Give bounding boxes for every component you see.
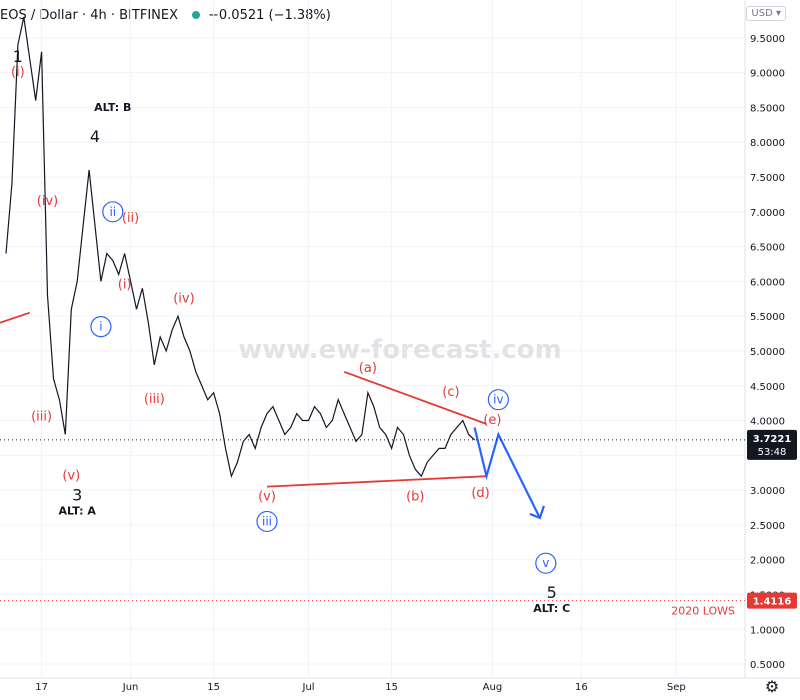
wave-label: (iv) [37, 194, 58, 209]
wave-label: (iii) [31, 410, 52, 425]
x-tick-label: 15 [207, 682, 220, 693]
x-tick-label: Jul [302, 682, 315, 693]
price-change: −0.0521 (−1.38%) [208, 7, 331, 23]
wave-label: (a) [359, 361, 377, 376]
wave-label: (e) [483, 413, 501, 428]
wave-label: (d) [471, 486, 489, 501]
status-dot-icon [192, 11, 200, 19]
x-tick-label: Aug [483, 682, 503, 693]
chart-grid [0, 0, 745, 678]
wave-label: (c) [442, 385, 459, 400]
wave-circle-label: v [542, 556, 549, 570]
y-tick-label: 0.5000 [750, 660, 785, 671]
wave-label: 1 [13, 47, 23, 66]
y-tick-label: 7.0000 [750, 208, 785, 219]
price-line [5, 16, 476, 479]
wave-label: (iii) [144, 392, 165, 407]
y-tick-label: 5.0000 [750, 347, 785, 358]
wave-label: (i) [118, 277, 132, 292]
wave-circle-label: iv [493, 393, 503, 407]
lows-label: 2020 LOWS [671, 605, 735, 618]
wave-label: (v) [258, 490, 276, 505]
arrow-down-icon [529, 505, 545, 520]
y-tick-label: 8.0000 [750, 138, 785, 149]
wave-label: ALT: C [533, 602, 570, 615]
wave-circle-label: iii [262, 514, 272, 528]
y-axis: 0.50001.00001.50002.00002.50003.00003.50… [744, 0, 785, 678]
y-tick-label: 7.5000 [750, 173, 785, 184]
wave-label: 3 [72, 486, 82, 505]
y-tick-label: 6.0000 [750, 277, 785, 288]
wave-circle-label: ii [109, 205, 116, 219]
wave-label: (v) [62, 469, 80, 484]
y-tick-label: 1.0000 [750, 625, 785, 636]
chevron-down-icon: ▾ [775, 8, 781, 19]
wave-label: 5 [547, 583, 557, 602]
lows-tag [747, 592, 797, 609]
wave-circle [256, 510, 278, 533]
wave-labels: 1(i)ALT: B4(iv)(ii)(i)(iv)(iii)(iii)(v)3… [11, 47, 570, 615]
currency-selector[interactable]: USD ▾ [746, 6, 786, 21]
trendline [266, 475, 487, 488]
wave-label: (ii) [122, 211, 139, 226]
x-tick-label: Jun [122, 682, 139, 693]
y-tick-label: 9.0000 [750, 69, 785, 80]
projection-line [473, 427, 541, 519]
y-tick-label: 5.5000 [750, 312, 785, 323]
lows-value: 1.4116 [753, 597, 792, 608]
y-tick-label: 4.0000 [750, 417, 785, 428]
y-tick-label: 2.0000 [750, 556, 785, 567]
wave-circle-label: i [99, 320, 102, 334]
y-tick-label: 8.5000 [750, 103, 785, 114]
trendline [343, 370, 487, 425]
trendlines [0, 311, 487, 488]
y-tick-label: 9.5000 [750, 34, 785, 45]
watermark: www.ew-forecast.com [238, 335, 561, 365]
wave-label: ALT: A [59, 504, 97, 517]
x-axis: 17 Jun 15 Jul 15 Aug 16 Sep [0, 677, 800, 693]
wave-circle [102, 201, 124, 223]
wave-label: (b) [406, 490, 424, 505]
current-price-value: 3.7221 [753, 434, 792, 445]
wave-label: ALT: B [94, 101, 131, 114]
price-tags: 3.7221 53:48 1.4116 2020 LOWS [0, 429, 797, 618]
wave-circle [487, 389, 509, 411]
settings-icon[interactable]: ⚙ [765, 677, 779, 696]
wave-circle [535, 552, 557, 574]
trendline [0, 311, 31, 324]
x-tick-label: 15 [385, 682, 398, 693]
current-price-tag [747, 429, 797, 460]
y-tick-label: 2.5000 [750, 521, 785, 532]
y-tick-label: 3.0000 [750, 486, 785, 497]
wave-label: (iv) [173, 291, 194, 306]
currency-label: USD [751, 8, 773, 19]
x-tick-label: 17 [35, 682, 48, 693]
wave-label: (i) [11, 65, 25, 80]
y-tick-label: 6.5000 [750, 243, 785, 254]
x-tick-label: Sep [667, 682, 686, 693]
wave-circle [90, 316, 112, 338]
chart-header: EOS / Dollar · 4h · BITFINEX −0.0521 (−1… [0, 0, 337, 30]
wave-label: 4 [90, 127, 100, 146]
countdown-value: 53:48 [758, 447, 787, 458]
x-tick-label: 16 [575, 682, 588, 693]
symbol-label[interactable]: EOS / Dollar · 4h · BITFINEX [0, 7, 178, 23]
y-tick-label: 4.5000 [750, 382, 785, 393]
